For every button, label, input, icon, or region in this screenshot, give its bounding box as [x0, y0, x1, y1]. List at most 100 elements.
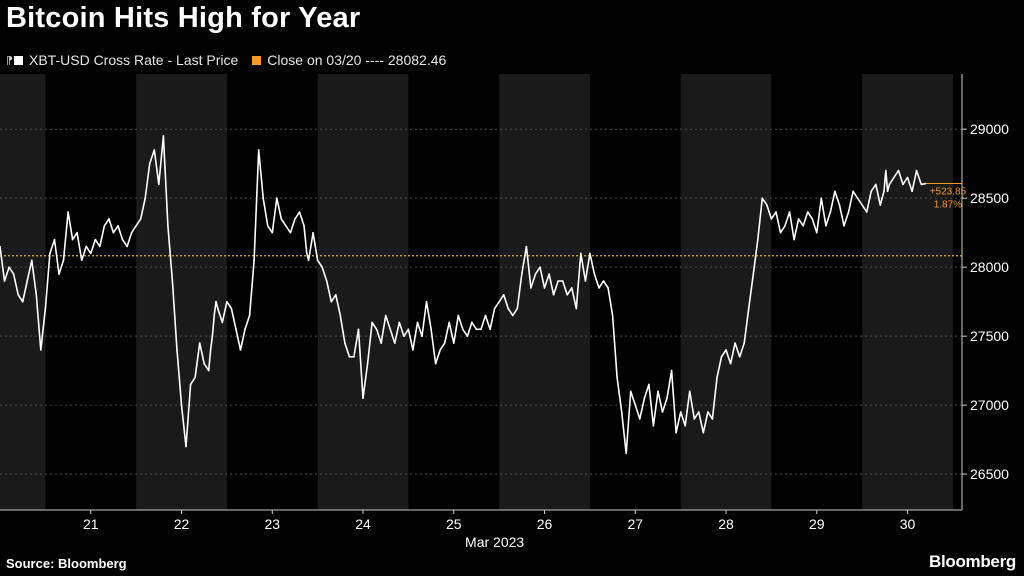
price-point — [484, 314, 487, 317]
price-point — [702, 431, 705, 434]
price-point — [915, 169, 918, 172]
x-tick-label-21: 21 — [83, 516, 99, 532]
price-point — [407, 328, 410, 331]
price-point — [398, 321, 401, 324]
price-point — [207, 369, 210, 372]
price-point — [339, 314, 342, 317]
y-tick-label-27000: 27000 — [970, 397, 1009, 413]
price-point — [834, 190, 836, 193]
price-point — [707, 411, 709, 413]
price-point — [475, 328, 478, 331]
price-point — [209, 349, 212, 351]
price-point — [71, 238, 74, 241]
price-point — [17, 294, 20, 296]
price-point — [416, 321, 419, 324]
shaded-band-2 — [317, 74, 409, 510]
price-point — [757, 238, 759, 241]
price-point — [761, 197, 764, 199]
price-point — [217, 307, 219, 310]
legend-item-close: Close on 03/20 ---- 28082.46 — [252, 52, 446, 68]
price-point — [203, 362, 205, 365]
shaded-band-1 — [136, 74, 227, 510]
price-point — [198, 342, 201, 344]
price-point — [353, 356, 355, 358]
legend-item-last-price: ⁋ XBT-USD Cross Rate - Last Price — [6, 52, 238, 68]
price-point — [53, 238, 56, 241]
price-point — [8, 266, 10, 269]
price-point — [439, 349, 442, 351]
price-point — [779, 231, 782, 234]
shaded-band-5 — [862, 74, 953, 510]
price-point — [725, 349, 727, 351]
price-point — [602, 280, 605, 282]
price-point — [271, 231, 274, 234]
price-point — [825, 225, 827, 227]
x-tick-label-30: 30 — [900, 516, 916, 532]
price-point — [148, 162, 151, 165]
price-point — [62, 259, 65, 262]
price-point — [289, 231, 292, 234]
price-point — [521, 273, 523, 275]
price-point — [512, 314, 514, 317]
price-point — [31, 259, 33, 262]
price-point — [534, 273, 537, 275]
price-point — [775, 211, 777, 213]
price-point — [561, 280, 564, 282]
price-point — [421, 335, 423, 338]
price-point — [371, 321, 373, 324]
price-point — [729, 362, 732, 365]
price-point — [443, 342, 446, 344]
price-point — [575, 307, 578, 310]
price-point — [412, 349, 414, 351]
price-point — [215, 300, 217, 303]
price-point — [539, 266, 541, 269]
price-point — [162, 135, 165, 137]
price-point — [720, 356, 723, 358]
price-point — [384, 314, 387, 317]
price-point — [502, 294, 505, 296]
price-point — [616, 376, 618, 379]
y-tick-label-26500: 26500 — [970, 466, 1009, 482]
price-point — [103, 225, 106, 227]
price-point — [902, 183, 904, 186]
price-point — [167, 225, 169, 227]
price-point — [248, 314, 251, 317]
price-point — [865, 211, 868, 213]
price-point — [90, 252, 92, 255]
price-point — [348, 356, 351, 358]
price-point — [189, 383, 192, 386]
price-point — [684, 425, 686, 427]
price-point — [557, 280, 559, 282]
price-point — [26, 280, 29, 282]
price-point — [213, 314, 215, 317]
price-point — [466, 335, 469, 338]
price-point — [920, 183, 922, 186]
price-point — [652, 425, 655, 427]
price-point — [307, 259, 310, 262]
price-point — [548, 273, 550, 275]
price-point — [244, 328, 246, 331]
price-point — [716, 376, 718, 379]
price-point — [797, 218, 800, 220]
price-point — [861, 204, 863, 206]
price-point — [362, 397, 364, 400]
price-point — [80, 259, 83, 262]
price-point — [788, 211, 791, 213]
price-point — [498, 300, 501, 303]
x-tick-label-28: 28 — [718, 516, 734, 532]
price-point — [185, 445, 187, 448]
price-point — [643, 397, 646, 400]
price-series-line — [0, 135, 926, 455]
x-tick-label-22: 22 — [174, 516, 190, 532]
price-point — [675, 431, 677, 434]
price-point — [598, 287, 600, 289]
price-point — [380, 342, 383, 344]
price-point — [126, 245, 128, 248]
price-point — [112, 231, 115, 234]
legend-label-close: Close on 03/20 ---- 28082.46 — [267, 52, 447, 68]
price-point — [94, 238, 97, 241]
price-point — [639, 418, 641, 420]
chart-title: Bitcoin Hits High for Year — [6, 2, 361, 34]
y-tick-label-27500: 27500 — [970, 328, 1009, 344]
price-point — [294, 218, 296, 220]
